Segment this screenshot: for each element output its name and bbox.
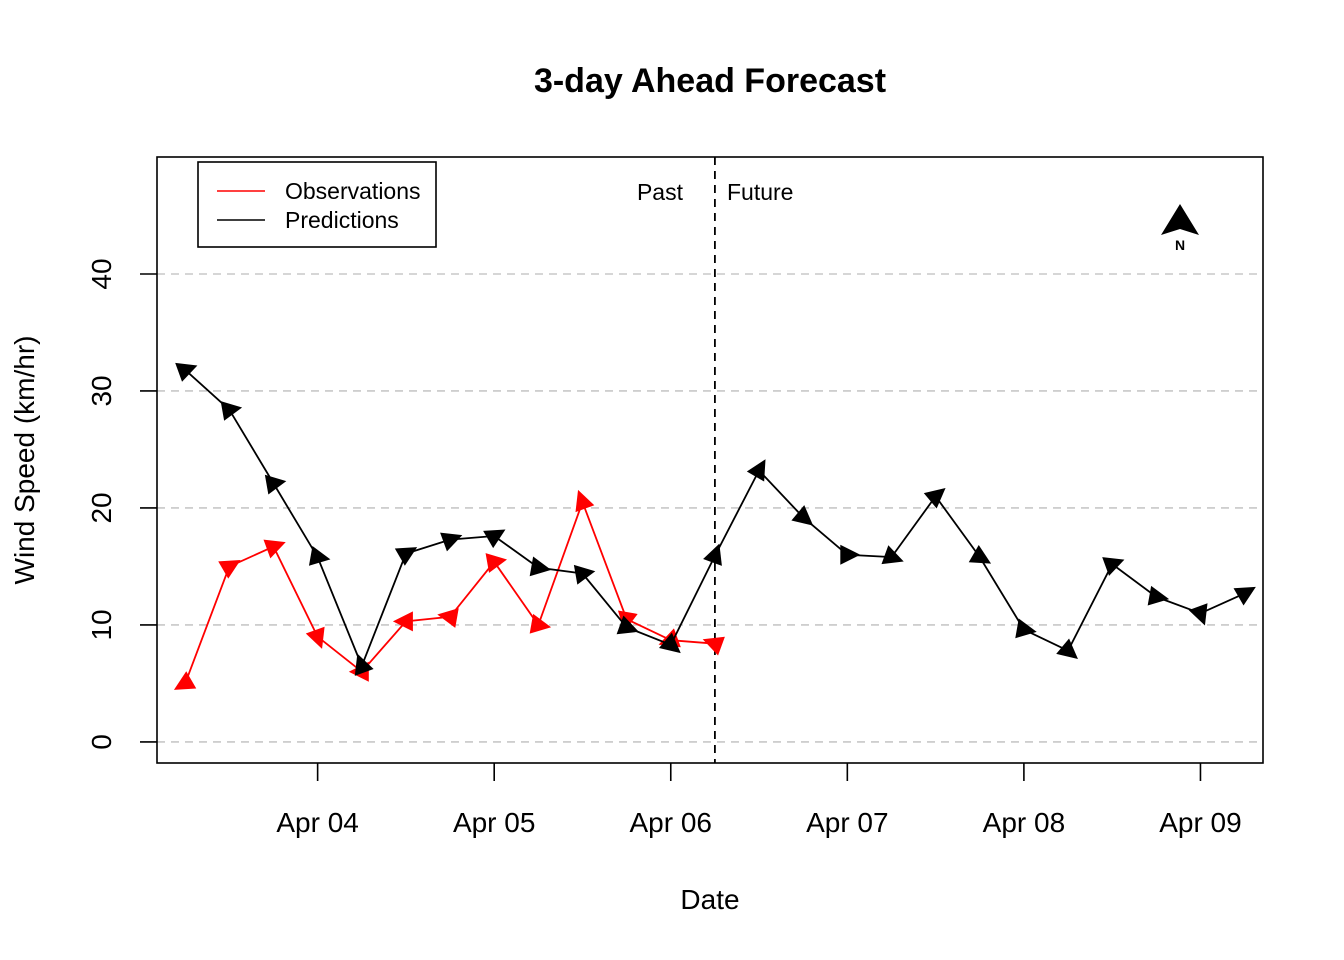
wind-direction-marker <box>968 544 992 564</box>
plot-frame <box>156 156 1264 764</box>
y-tick-label: 30 <box>86 375 117 406</box>
y-tick-label: 10 <box>86 609 117 640</box>
wind-direction-marker <box>440 532 463 552</box>
future-label: Future <box>727 179 793 205</box>
y-axis: 0 10 20 30 40 <box>86 258 157 750</box>
wind-direction-marker <box>173 671 197 690</box>
wind-direction-marker <box>840 544 861 565</box>
wind-direction-marker <box>392 611 413 632</box>
wind-direction-marker <box>1056 638 1078 660</box>
chart-title: 3-day Ahead Forecast <box>534 62 886 100</box>
north-arrow-icon: N <box>1161 204 1199 253</box>
wind-direction-marker <box>616 615 639 635</box>
wind-direction-marker <box>746 459 766 482</box>
wind-direction-marker <box>529 556 552 577</box>
wind-direction-marker <box>1102 557 1125 576</box>
legend: Observations Predictions <box>197 161 437 248</box>
wind-direction-marker <box>702 636 725 656</box>
x-axis: Apr 04 Apr 05 Apr 06 Apr 07 Apr 08 Apr 09 <box>276 763 1242 838</box>
wind-direction-marker <box>175 362 198 382</box>
y-axis-title: Wind Speed (km/hr) <box>9 336 40 585</box>
wind-direction-marker <box>1188 603 1208 626</box>
wind-direction-marker <box>305 626 325 649</box>
x-tick-label: Apr 09 <box>1159 807 1242 838</box>
x-tick-label: Apr 05 <box>453 807 536 838</box>
wind-direction-marker <box>881 545 904 565</box>
legend-label-predictions: Predictions <box>285 207 399 233</box>
legend-label-observations: Observations <box>285 178 421 204</box>
x-tick-label: Apr 07 <box>806 807 889 838</box>
wind-direction-marker <box>354 653 374 676</box>
series-observations <box>173 489 725 690</box>
wind-direction-marker <box>263 539 286 559</box>
wind-direction-marker <box>529 613 552 634</box>
past-label: Past <box>637 179 684 205</box>
wind-direction-marker <box>483 529 506 549</box>
y-tick-label: 40 <box>86 258 117 289</box>
wind-direction-marker <box>485 553 508 573</box>
wind-direction-marker <box>437 608 459 628</box>
wind-direction-marker <box>1233 586 1256 606</box>
x-tick-label: Apr 04 <box>276 807 359 838</box>
wind-direction-marker <box>703 543 722 566</box>
wind-direction-marker <box>659 632 681 654</box>
y-tick-label: 20 <box>86 492 117 523</box>
x-tick-label: Apr 06 <box>630 807 713 838</box>
grid-lines <box>157 273 1263 743</box>
series-layer <box>173 362 1256 690</box>
x-tick-label: Apr 08 <box>983 807 1066 838</box>
north-arrow-head <box>1161 204 1199 235</box>
wind-direction-marker <box>220 401 243 421</box>
north-label: N <box>1175 237 1185 253</box>
wind-direction-marker <box>264 474 287 495</box>
x-axis-title: Date <box>680 884 739 915</box>
wind-direction-marker <box>923 487 946 509</box>
series-predictions <box>175 362 1256 676</box>
wind-direction-marker <box>791 505 814 526</box>
wind-direction-marker <box>573 564 596 585</box>
wind-direction-marker <box>1015 618 1037 639</box>
wind-direction-marker <box>575 489 595 513</box>
wind-direction-marker <box>394 547 418 566</box>
legend-box <box>197 161 437 248</box>
wind-direction-marker <box>218 560 241 579</box>
wind-direction-marker <box>308 546 331 566</box>
wind-direction-marker <box>1147 585 1170 606</box>
y-tick-label: 0 <box>86 734 117 750</box>
